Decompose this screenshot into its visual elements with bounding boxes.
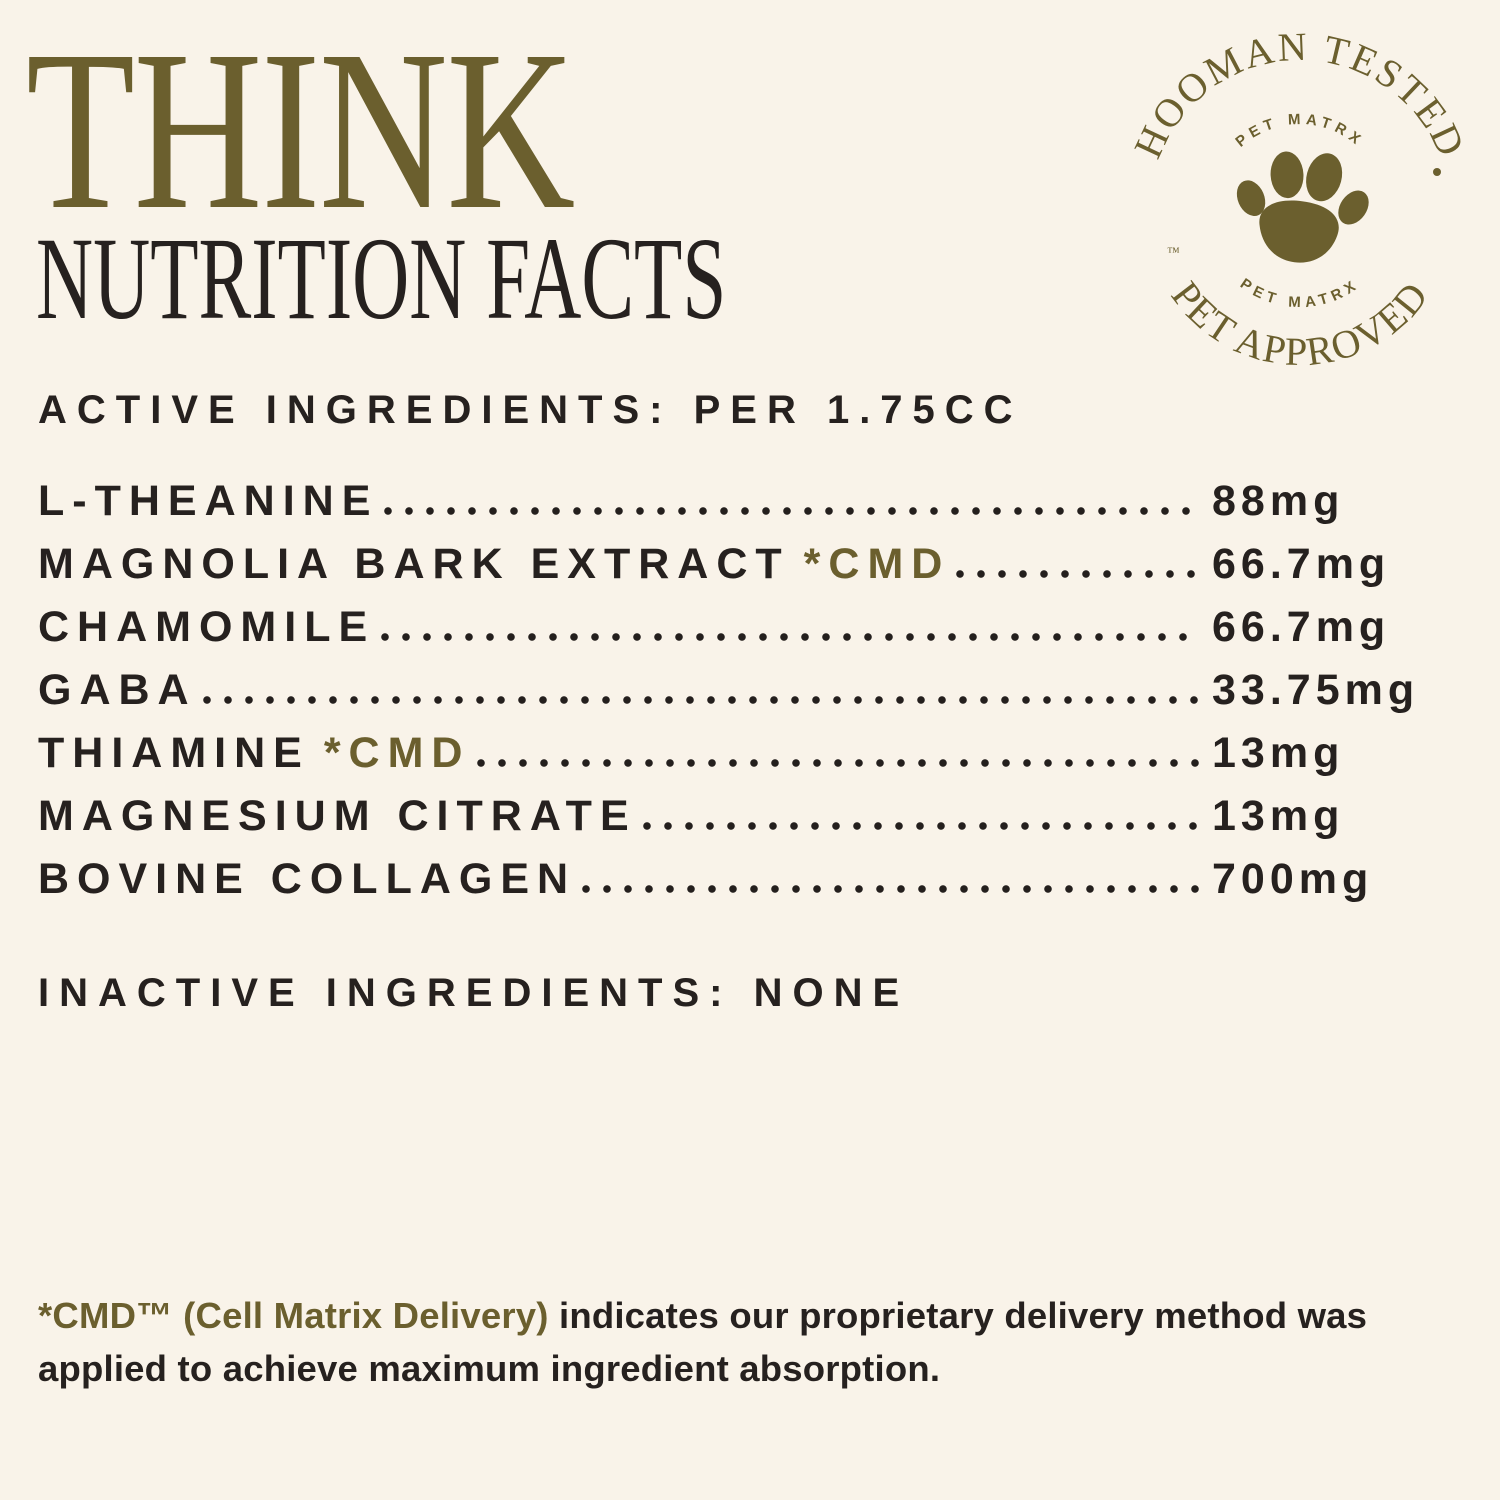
- badge-outer-bottom-text: PET APPROVED: [1163, 273, 1438, 375]
- ingredient-row: THIAMINE *CMD 13mg: [38, 722, 1450, 785]
- badge-separator-dot: [1433, 168, 1441, 176]
- dotted-leader: [582, 885, 1200, 893]
- badge-outer-top-text: HOOMAN TESTED: [1125, 24, 1475, 165]
- ingredient-row: BOVINE COLLAGEN 700mg: [38, 848, 1450, 911]
- ingredient-amount: 66.7mg: [1212, 540, 1391, 588]
- dotted-leader: [202, 696, 1200, 704]
- ingredient-name: MAGNESIUM CITRATE: [38, 792, 637, 840]
- ingredient-amount: 700mg: [1212, 855, 1374, 903]
- dotted-leader: [642, 822, 1200, 830]
- ingredient-amount: 13mg: [1212, 792, 1345, 840]
- ingredient-name: L-THEANINE: [38, 477, 379, 525]
- ingredient-list: L-THEANINE 88mg MAGNOLIA BARK EXTRACT *CM…: [38, 470, 1450, 911]
- ingredient-name: GABA: [38, 666, 197, 714]
- dotted-leader: [476, 759, 1200, 767]
- badge-inner-top-text: PET MATRX: [1232, 111, 1367, 151]
- active-ingredients-heading: ACTIVE INGREDIENTS: PER 1.75CC: [38, 388, 1023, 432]
- ingredient-row: MAGNESIUM CITRATE 13mg: [38, 785, 1450, 848]
- ingredient-amount: 88mg: [1212, 477, 1345, 525]
- cmd-footnote-rest: indicates our proprietary delivery metho…: [38, 1294, 1368, 1389]
- ingredient-row: GABA 33.75mg: [38, 659, 1450, 722]
- product-title: THINK: [26, 3, 575, 257]
- ingredient-row: L-THEANINE 88mg: [38, 470, 1450, 533]
- cmd-marker: *CMD: [803, 540, 951, 588]
- dotted-leader: [381, 633, 1200, 641]
- dotted-leader: [384, 507, 1200, 515]
- cmd-footnote-highlight: *CMD™ (Cell Matrix Delivery): [38, 1294, 549, 1336]
- ingredient-name: CHAMOMILE: [38, 603, 376, 651]
- paw-print-icon: [1236, 151, 1369, 263]
- hooman-tested-pet-approved-badge: HOOMAN TESTED PET APPROVED PET MATRX PET…: [1125, 24, 1475, 375]
- trademark-symbol: ™: [1167, 244, 1180, 259]
- ingredient-amount: 13mg: [1212, 729, 1345, 777]
- ingredient-name: BOVINE COLLAGEN: [38, 855, 577, 903]
- ingredient-row: MAGNOLIA BARK EXTRACT *CMD 66.7mg: [38, 533, 1450, 596]
- dotted-leader: [956, 570, 1200, 578]
- cmd-marker: *CMD: [323, 729, 471, 777]
- ingredient-row: CHAMOMILE 66.7mg: [38, 596, 1450, 659]
- ingredient-amount: 66.7mg: [1212, 603, 1391, 651]
- inactive-ingredients-heading: INACTIVE INGREDIENTS: NONE: [38, 971, 910, 1015]
- nutrition-facts-heading: NUTRITION FACTS: [36, 213, 727, 344]
- ingredient-name: THIAMINE: [38, 729, 310, 777]
- badge-inner-bottom-text: PET MATRX: [1237, 275, 1363, 311]
- ingredient-amount: 33.75mg: [1212, 666, 1420, 714]
- cmd-footnote: *CMD™ (Cell Matrix Delivery) indicates o…: [38, 1289, 1496, 1395]
- ingredient-name: MAGNOLIA BARK EXTRACT: [38, 540, 790, 588]
